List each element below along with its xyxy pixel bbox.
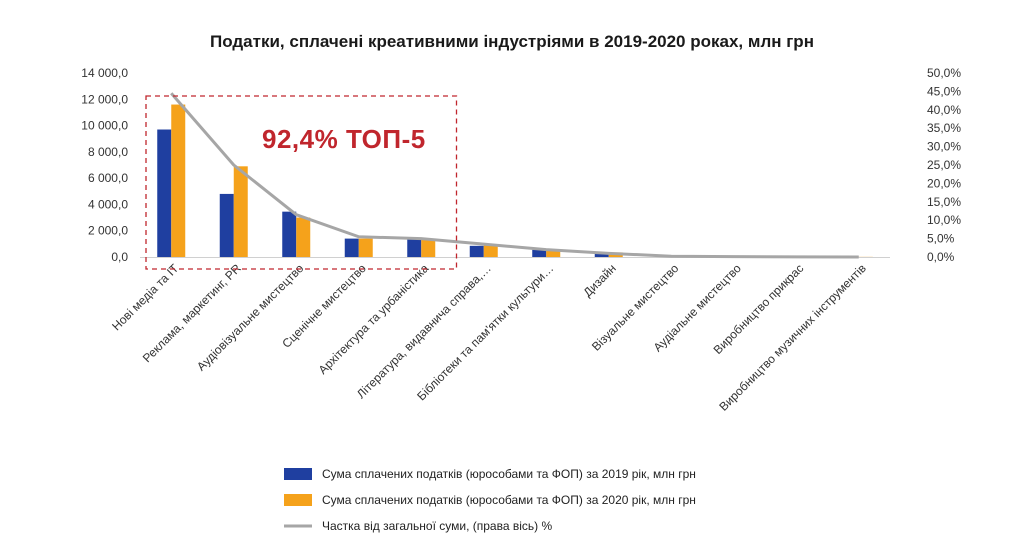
bar-2020 [483, 245, 498, 257]
right-tick-label: 50,0% [927, 66, 961, 80]
category-label: Література, видавнича справа,… [354, 261, 494, 401]
top5-box [145, 95, 458, 270]
right-tick-label: 0,0% [927, 250, 955, 264]
legend-swatch [284, 468, 312, 480]
left-axis: 0,0 2 000,0 4 000,0 6 000,0 8 000,0 10 000,0 1… [81, 66, 128, 264]
bar-2020 [296, 217, 311, 257]
left-tick-label: 12 000,0 [81, 92, 128, 106]
left-tick-label: 2 000,0 [88, 224, 128, 238]
right-tick-label: 35,0% [927, 121, 961, 135]
right-tick-label: 40,0% [927, 103, 961, 117]
bar-2019 [532, 249, 547, 257]
right-tick-label: 45,0% [927, 84, 961, 98]
left-tick-label: 6 000,0 [88, 171, 128, 185]
right-tick-label: 25,0% [927, 158, 961, 172]
left-tick-label: 10 000,0 [81, 119, 128, 133]
bar-2019 [407, 239, 422, 257]
bar-2019 [157, 129, 172, 257]
bar-2020 [358, 238, 373, 257]
bar-2020 [233, 166, 248, 257]
category-label: Дизайн [580, 261, 618, 299]
chart-title: Податки, сплачені креативними індустріям… [210, 32, 814, 51]
category-label: Бібліотеки та пам'ятки культури… [414, 261, 556, 403]
top5-label: 92,4% ТОП-5 [262, 124, 426, 154]
category-label: Архітектура та урбаністика [316, 261, 432, 377]
category-label: Нові медіа та ІТ [109, 261, 182, 334]
top5-annotation: 92,4% ТОП-5 [145, 95, 458, 270]
legend-label: Сума сплачених податків (юрособами та ФО… [322, 467, 696, 481]
right-tick-label: 5,0% [927, 232, 955, 246]
right-tick-label: 10,0% [927, 213, 961, 227]
share-line-path [170, 92, 859, 259]
legend: Сума сплачених податків (юрособами та ФО… [284, 467, 696, 533]
left-tick-label: 14 000,0 [81, 66, 128, 80]
bar-2019 [282, 211, 297, 257]
bar-2020 [171, 104, 186, 258]
bar-2019 [219, 193, 234, 257]
bars [157, 104, 873, 258]
category-label: Аудіовізуальне мистецтво [194, 261, 307, 374]
right-tick-label: 15,0% [927, 195, 961, 209]
bar-2020 [421, 239, 436, 257]
left-tick-label: 0,0 [111, 250, 128, 264]
bar-2019 [469, 245, 484, 257]
bar-2019 [594, 253, 609, 257]
bar-2019 [344, 238, 359, 257]
share-line [170, 92, 859, 259]
legend-label: Сума сплачених податків (юрособами та ФО… [322, 493, 696, 507]
legend-label: Частка від загальної суми, (права вісь) … [322, 519, 552, 533]
left-tick-label: 8 000,0 [88, 145, 128, 159]
legend-swatch [284, 494, 312, 506]
right-tick-label: 30,0% [927, 140, 961, 154]
right-axis: 0,0% 5,0% 10,0% 15,0% 20,0% 25,0% 30,0% 35,0% 40… [927, 66, 961, 264]
left-tick-label: 4 000,0 [88, 197, 128, 211]
bar-2020 [546, 249, 561, 257]
right-tick-label: 20,0% [927, 176, 961, 190]
